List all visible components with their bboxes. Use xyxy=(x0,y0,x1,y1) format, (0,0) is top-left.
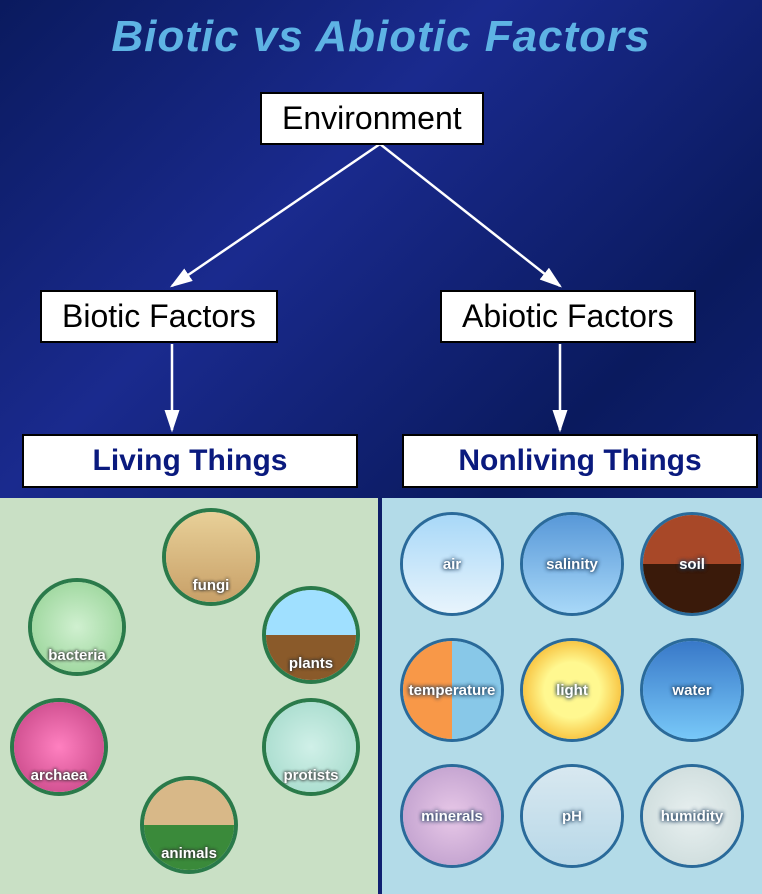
abiotic-item-minerals: minerals xyxy=(400,764,504,868)
abiotic-item-pH: pH xyxy=(520,764,624,868)
abiotic-item-humidity: humidity xyxy=(640,764,744,868)
node-abiotic-factors: Abiotic Factors xyxy=(440,290,696,343)
abiotic-item-label: soil xyxy=(679,556,705,573)
abiotic-item-label: salinity xyxy=(546,556,598,573)
abiotic-item-label: temperature xyxy=(409,682,496,699)
abiotic-examples-panel: air salinity soil temperature light water mine… xyxy=(382,498,762,894)
biotic-item-bacteria: bacteria xyxy=(28,578,126,676)
label-nonliving-things: Nonliving Things xyxy=(402,434,758,488)
abiotic-item-air: air xyxy=(400,512,504,616)
abiotic-item-light: light xyxy=(520,638,624,742)
biotic-item-label: plants xyxy=(289,655,333,672)
abiotic-item-label: light xyxy=(556,682,588,699)
biotic-examples-panel: fungi bacteria plants archaea protists animal… xyxy=(0,498,378,894)
title-vs: vs xyxy=(253,12,304,61)
biotic-item-label: archaea xyxy=(31,767,88,784)
title-factors: Factors xyxy=(485,12,651,61)
title-abiotic: Abiotic xyxy=(315,12,471,61)
node-biotic-factors: Biotic Factors xyxy=(40,290,278,343)
node-environment: Environment xyxy=(260,92,484,145)
abiotic-item-label: minerals xyxy=(421,808,483,825)
biotic-item-animals: animals xyxy=(140,776,238,874)
abiotic-item-salinity: salinity xyxy=(520,512,624,616)
biotic-item-plants: plants xyxy=(262,586,360,684)
abiotic-item-temperature: temperature xyxy=(400,638,504,742)
biotic-item-protists: protists xyxy=(262,698,360,796)
abiotic-item-water: water xyxy=(640,638,744,742)
page-title: Biotic vs Abiotic Factors xyxy=(0,0,762,62)
label-living-things: Living Things xyxy=(22,434,358,488)
biotic-item-label: bacteria xyxy=(48,647,106,664)
biotic-item-fungi: fungi xyxy=(162,508,260,606)
biotic-item-label: fungi xyxy=(193,577,230,594)
abiotic-item-soil: soil xyxy=(640,512,744,616)
abiotic-item-label: pH xyxy=(562,808,582,825)
abiotic-item-label: humidity xyxy=(661,808,724,825)
biotic-item-label: protists xyxy=(283,767,338,784)
title-biotic: Biotic xyxy=(111,12,239,61)
abiotic-item-label: air xyxy=(443,556,461,573)
biotic-item-label: animals xyxy=(161,845,217,862)
biotic-item-archaea: archaea xyxy=(10,698,108,796)
abiotic-item-label: water xyxy=(672,682,711,699)
